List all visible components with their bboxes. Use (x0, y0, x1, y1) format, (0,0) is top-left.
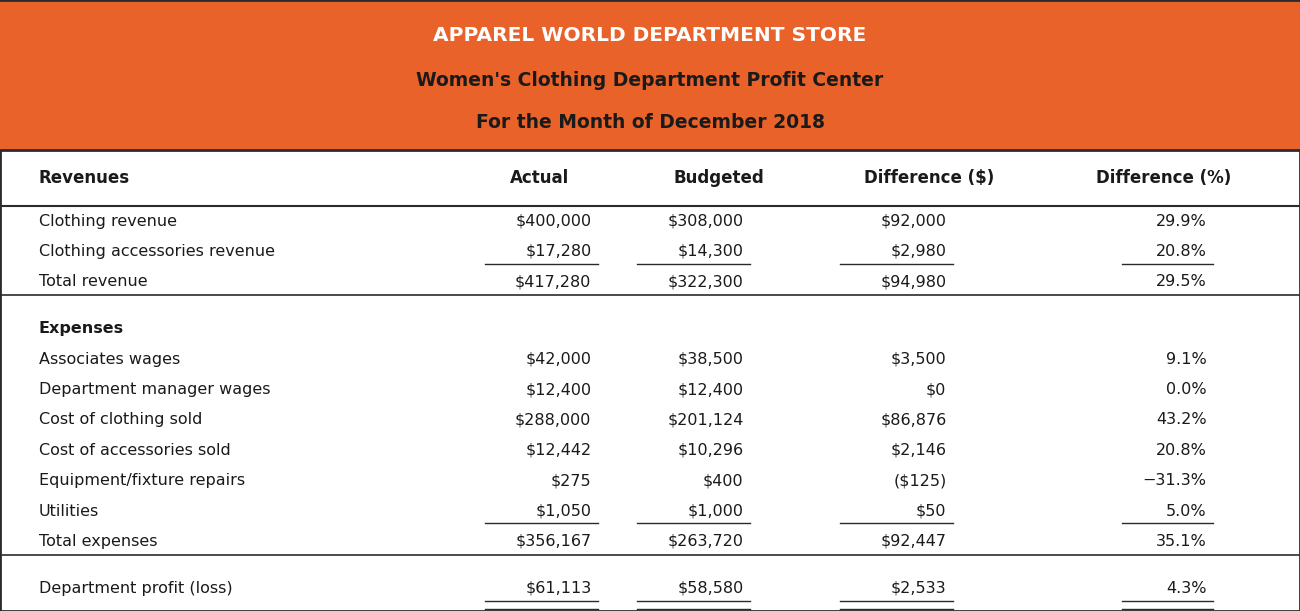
Text: $14,300: $14,300 (677, 244, 744, 259)
Text: 20.8%: 20.8% (1156, 443, 1206, 458)
Text: $2,980: $2,980 (891, 244, 946, 259)
Text: −31.3%: −31.3% (1143, 473, 1206, 488)
Text: $94,980: $94,980 (880, 274, 946, 290)
Text: Women's Clothing Department Profit Center: Women's Clothing Department Profit Cente… (416, 71, 884, 90)
Text: $275: $275 (551, 473, 592, 488)
Text: $86,876: $86,876 (880, 412, 946, 428)
Text: $263,720: $263,720 (668, 534, 744, 549)
Text: Associates wages: Associates wages (39, 352, 181, 367)
Text: Difference (%): Difference (%) (1096, 169, 1231, 187)
Text: $308,000: $308,000 (667, 214, 744, 229)
Text: $3,500: $3,500 (891, 352, 946, 367)
Text: $288,000: $288,000 (515, 412, 592, 428)
Text: $92,447: $92,447 (880, 534, 946, 549)
Text: $1,000: $1,000 (688, 503, 744, 519)
Text: Clothing accessories revenue: Clothing accessories revenue (39, 244, 276, 259)
Text: Cost of accessories sold: Cost of accessories sold (39, 443, 231, 458)
Text: 4.3%: 4.3% (1166, 581, 1206, 596)
Text: $58,580: $58,580 (677, 581, 744, 596)
Text: 29.9%: 29.9% (1156, 214, 1206, 229)
Text: Department manager wages: Department manager wages (39, 382, 270, 397)
Text: Department profit (loss): Department profit (loss) (39, 581, 233, 596)
Text: $400,000: $400,000 (515, 214, 592, 229)
Text: $2,146: $2,146 (891, 443, 946, 458)
Text: $322,300: $322,300 (668, 274, 744, 290)
Text: Budgeted: Budgeted (673, 169, 764, 187)
Text: Cost of clothing sold: Cost of clothing sold (39, 412, 203, 428)
Text: Equipment/fixture repairs: Equipment/fixture repairs (39, 473, 246, 488)
Text: 29.5%: 29.5% (1156, 274, 1206, 290)
Bar (0, 0, 1300, 150)
Text: $38,500: $38,500 (677, 352, 744, 367)
Text: For the Month of December 2018: For the Month of December 2018 (476, 113, 824, 132)
Text: $12,400: $12,400 (677, 382, 744, 397)
Text: 20.8%: 20.8% (1156, 244, 1206, 259)
Text: $50: $50 (916, 503, 946, 519)
Text: 5.0%: 5.0% (1166, 503, 1206, 519)
Text: Clothing revenue: Clothing revenue (39, 214, 177, 229)
Text: $42,000: $42,000 (525, 352, 592, 367)
Text: $417,280: $417,280 (515, 274, 592, 290)
Text: $356,167: $356,167 (515, 534, 592, 549)
Text: $12,400: $12,400 (525, 382, 592, 397)
Text: ($125): ($125) (893, 473, 946, 488)
Text: Total expenses: Total expenses (39, 534, 157, 549)
Text: $1,050: $1,050 (536, 503, 592, 519)
Text: $201,124: $201,124 (667, 412, 744, 428)
Text: $0: $0 (926, 382, 946, 397)
Text: 35.1%: 35.1% (1156, 534, 1206, 549)
Text: APPAREL WORLD DEPARTMENT STORE: APPAREL WORLD DEPARTMENT STORE (433, 26, 867, 45)
Text: $92,000: $92,000 (880, 214, 946, 229)
Text: 0.0%: 0.0% (1166, 382, 1206, 397)
Text: Utilities: Utilities (39, 503, 99, 519)
Text: Difference ($): Difference ($) (864, 169, 994, 187)
Text: Expenses: Expenses (39, 321, 124, 337)
Text: $400: $400 (703, 473, 744, 488)
Text: $17,280: $17,280 (525, 244, 592, 259)
Text: 43.2%: 43.2% (1156, 412, 1206, 428)
Text: Total revenue: Total revenue (39, 274, 148, 290)
Text: 9.1%: 9.1% (1166, 352, 1206, 367)
Text: Revenues: Revenues (39, 169, 130, 187)
Text: Actual: Actual (510, 169, 569, 187)
Text: $10,296: $10,296 (677, 443, 744, 458)
Text: $12,442: $12,442 (525, 443, 592, 458)
Text: $61,113: $61,113 (525, 581, 592, 596)
Text: $2,533: $2,533 (891, 581, 946, 596)
